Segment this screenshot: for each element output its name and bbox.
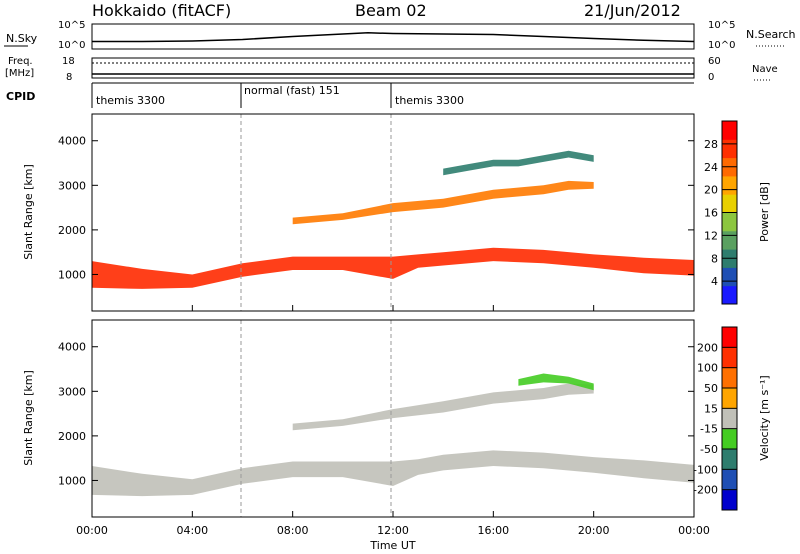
time-tick-label: 00:00: [76, 524, 108, 537]
velocity-ytick-label: 3000: [58, 385, 86, 398]
noise-left-tick-low: 10^0: [58, 40, 85, 51]
velocity-colorbar-tick-label: 15: [704, 402, 718, 415]
power-colorbar-label: Power [dB]: [758, 182, 771, 242]
time-x-ticks: 00:00 04:00 08:00 12:00 16:00 20:00 00:00: [76, 305, 710, 537]
velocity-colorbar-tick-label: 100: [697, 362, 718, 375]
power-colorbar-tick-label: 28: [704, 138, 718, 151]
time-axis-label: Time UT: [369, 539, 415, 552]
power-colorbar-swatch: [722, 175, 737, 195]
velocity-colorbar-tick-label: 50: [704, 382, 718, 395]
freq-right-tick-low: 0: [708, 72, 714, 83]
noise-left-tick-high: 10^5: [58, 20, 85, 31]
power-colorbar-tick-label: 20: [704, 184, 718, 197]
velocity-colorbar-swatch: [722, 367, 737, 389]
velocity-colorbar-frame: [721, 326, 738, 511]
power-colorbar-tick-label: 24: [704, 161, 718, 174]
time-tick-label: 16:00: [477, 524, 509, 537]
power-ytick-label: 3000: [58, 179, 86, 192]
nave-label: Nave: [752, 64, 778, 75]
power-ytick-label: 1000: [58, 268, 86, 281]
noise-right-tick-low: 10^0: [708, 40, 735, 51]
freq-label-line1: Freq.: [8, 56, 33, 67]
velocity-colorbar-tick-label: -200: [693, 484, 718, 497]
frequency-panel-frame: [91, 57, 695, 79]
power-colorbar-swatch: [722, 121, 737, 140]
power-echo-band-2: [292, 180, 594, 225]
power-colorbar-swatch: [722, 212, 737, 232]
power-colorbar-tick-label: 8: [711, 252, 718, 265]
freq-label-line2: [MHz]: [5, 68, 34, 79]
velocity-colorbar-label: Velocity [m s⁻¹]: [758, 375, 771, 460]
cpid-panel: CPID themis 3300 normal (fast) 151 themi…: [6, 82, 694, 108]
velocity-colorbar-swatch: [722, 489, 737, 511]
velocity-colorbar-swatch: [722, 469, 737, 491]
station-title: Hokkaido (fitACF): [92, 1, 231, 20]
power-colorbar-tick-label: 4: [711, 275, 718, 288]
cpid-segment-3: themis 3300: [395, 94, 464, 107]
power-colorbar-tick-label: 16: [704, 207, 718, 220]
date-title: 21/Jun/2012: [584, 1, 681, 20]
time-tick-label: 20:00: [578, 524, 610, 537]
velocity-colorbar-tick-label: 200: [697, 341, 718, 354]
velocity-data: [92, 373, 694, 497]
velocity-colorbar-swatch: [722, 449, 737, 470]
power-colorbar-swatch: [722, 267, 737, 287]
power-colorbar-tick-label: 12: [704, 229, 718, 242]
velocity-colorbar-swatch: [722, 388, 737, 409]
freq-left-tick-high: 18: [62, 56, 75, 67]
cpid-segment-2: normal (fast) 151: [244, 84, 340, 97]
velocity-colorbar-swatch: [722, 428, 737, 450]
cpid-segment-1: themis 3300: [96, 94, 165, 107]
power-colorbar-swatch: [722, 230, 737, 250]
velocity-echo-band-2: [292, 383, 594, 431]
power-echo-band-3: [443, 150, 594, 176]
noise-panel-frame: [91, 23, 695, 50]
power-data: [92, 150, 694, 289]
power-colorbar: 4 8 12 16 20 24 28: [704, 120, 738, 305]
noise-panel: N.Sky 10^5 10^0 10^5 10^0 N.Search: [4, 20, 796, 51]
velocity-y-ticks: 1000 2000 3000 4000: [58, 341, 694, 487]
velocity-ytick-label: 2000: [58, 430, 86, 443]
noise-sky-series: [92, 32, 695, 43]
velocity-echo-band-1: [92, 450, 694, 497]
velocity-ytick-label: 4000: [58, 341, 86, 354]
time-tick-label: 12:00: [377, 524, 409, 537]
velocity-colorbar-tick-label: -50: [700, 443, 718, 456]
frequency-panel: Freq. [MHz] 18 8 60 0 Nave: [5, 56, 778, 83]
beam-title: Beam 02: [355, 1, 427, 20]
velocity-colorbar-tick-label: -100: [693, 463, 718, 476]
noise-right-label: N.Search: [746, 28, 796, 41]
velocity-y-axis-label: Slant Range [km]: [22, 370, 35, 466]
velocity-colorbar-swatch: [722, 408, 737, 430]
velocity-echo-band-3: [518, 373, 594, 391]
velocity-ytick-label: 1000: [58, 474, 86, 487]
power-ytick-label: 2000: [58, 224, 86, 237]
velocity-colorbar-swatch: [722, 327, 737, 348]
velocity-colorbar: 200 100 50 15 -15 -50 -100 -200: [693, 326, 738, 511]
power-y-ticks: 1000 2000 3000 4000: [58, 135, 694, 281]
freq-left-tick-low: 8: [66, 72, 72, 83]
noise-left-label: N.Sky: [6, 32, 38, 45]
time-tick-label: 00:00: [678, 524, 710, 537]
power-ytick-label: 4000: [58, 135, 86, 148]
freq-right-tick-high: 60: [708, 56, 721, 67]
power-colorbar-swatch: [722, 139, 737, 159]
power-panel: 1000 2000 3000 4000 Slant Range [km] 4 8 12 16…: [22, 113, 771, 312]
power-colorbar-swatch: [722, 194, 737, 213]
time-tick-label: 08:00: [277, 524, 309, 537]
power-colorbar-swatch: [722, 285, 737, 305]
power-echo-band-1: [92, 247, 694, 289]
noise-right-tick-high: 10^5: [708, 20, 735, 31]
cpid-label: CPID: [6, 90, 35, 103]
power-y-axis-label: Slant Range [km]: [22, 164, 35, 260]
time-tick-label: 04:00: [176, 524, 208, 537]
velocity-colorbar-tick-label: -15: [700, 423, 718, 436]
velocity-colorbar-swatch: [722, 347, 737, 369]
